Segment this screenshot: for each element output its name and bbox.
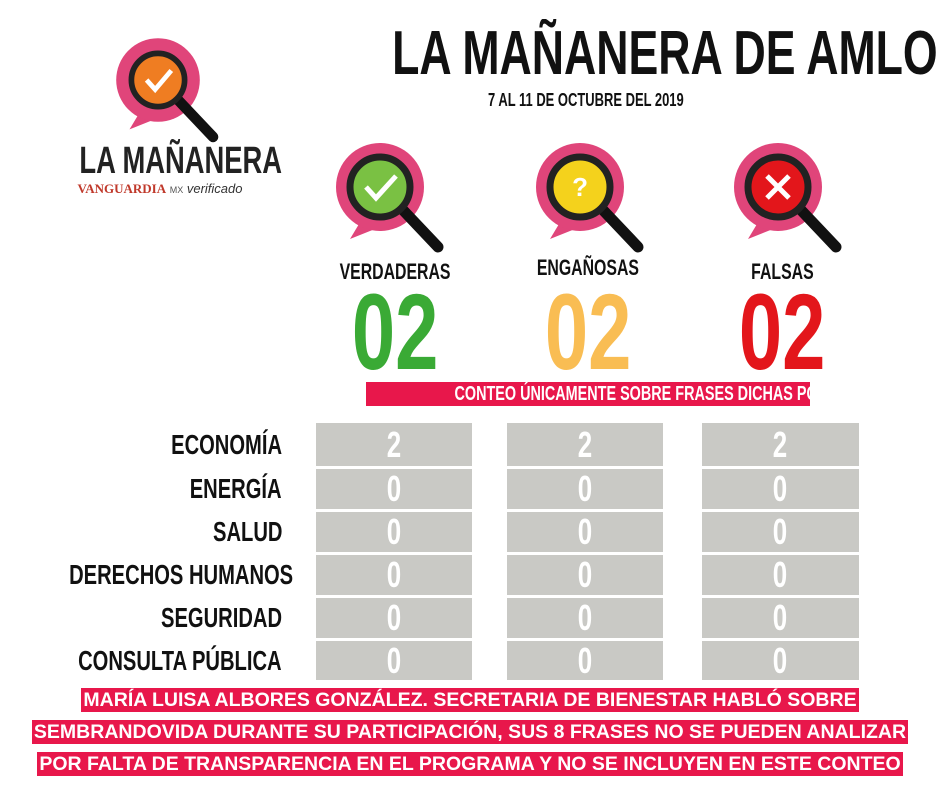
summary-count: 02 [488,271,688,392]
cell-value: 0 [577,511,593,552]
row-label: SALUD [0,512,282,552]
cell-value: 0 [773,597,788,638]
cell-value: 0 [577,640,593,681]
cell-value: 0 [577,597,593,638]
table-cell: 0 [316,555,472,595]
cell-value: 0 [773,640,788,681]
row-label: ECONOMÍA [0,423,282,466]
row-label-text: SALUD [212,516,282,547]
row-label-text: SEGURIDAD [161,602,282,633]
false-icon [734,143,836,247]
cell-value: 0 [386,554,402,595]
logo-title: LA MAÑANERA [79,140,283,182]
cell-value: 2 [773,424,788,465]
summary-label: ENGAÑOSAS [488,255,688,281]
logo-brands: VANGUARDIA MX verificado [60,181,260,197]
table-cell: 0 [316,512,472,552]
row-label-text: ENERGÍA [190,473,282,504]
logo-icon [116,38,213,137]
cell-value: 0 [386,468,402,509]
table-cell: 0 [507,555,663,595]
table-cell: 0 [316,598,472,638]
table-cell: 0 [507,598,663,638]
row-label: SEGURIDAD [0,598,282,638]
brand-suffix: MX [169,185,184,195]
row-label: DERECHOS HUMANOS [0,555,293,595]
subtitle: 7 AL 11 DE OCTUBRE DEL 2019 [488,90,684,110]
true-icon [336,143,438,247]
note: CONTEO ÚNICAMENTE SOBRE FRASES DICHAS PO… [366,382,810,406]
table-cell: 0 [702,641,859,680]
table-cell: 2 [702,423,859,466]
table-cell: 2 [507,423,663,466]
summary-count-text: 02 [351,271,439,392]
summary-count: 02 [295,271,495,392]
row-label-text: ECONOMÍA [171,429,282,460]
row-label: CONSULTA PÚBLICA [0,641,282,680]
table-cell: 0 [316,469,472,509]
cell-value: 2 [386,424,402,465]
title: LA MAÑANERA DE AMLO [392,19,938,88]
table-cell: 0 [507,512,663,552]
table-cell: 0 [702,469,859,509]
summary-label: VERDADERAS [295,259,495,285]
table-cell: 2 [316,423,472,466]
row-label-text: DERECHOS HUMANOS [69,559,294,590]
table-cell: 0 [316,641,472,680]
summary-label-text: FALSAS [750,259,814,284]
brand: VANGUARDIA [77,181,167,196]
cell-value: 0 [577,468,593,509]
cell-value: 0 [773,511,788,552]
table-cell: 0 [702,512,859,552]
partner: verificado [186,181,243,196]
table-cell: 0 [702,555,859,595]
cell-value: 0 [386,640,402,681]
misleading-icon: ? [536,143,638,247]
summary-label: FALSAS [682,259,882,285]
summary-count-text: 02 [544,271,632,392]
cell-value: 0 [773,554,788,595]
cell-value: 2 [577,424,593,465]
summary-count-text: 02 [738,271,826,392]
cell-value: 0 [386,597,402,638]
table-cell: 0 [507,641,663,680]
row-label-text: CONSULTA PÚBLICA [78,645,282,676]
summary-label-text: ENGAÑOSAS [536,255,640,280]
cell-value: 0 [577,554,593,595]
summary-count: 02 [682,271,882,392]
cell-value: 0 [386,511,402,552]
cell-value: 0 [773,468,788,509]
table-cell: 0 [702,598,859,638]
svg-text:?: ? [572,172,588,202]
summary-label-text: VERDADERAS [339,259,451,284]
row-label: ENERGÍA [0,469,282,509]
footer-note: MARÍA LUISA ALBORES GONZÁLEZ. SECRETARIA… [31,688,909,776]
table-cell: 0 [507,469,663,509]
